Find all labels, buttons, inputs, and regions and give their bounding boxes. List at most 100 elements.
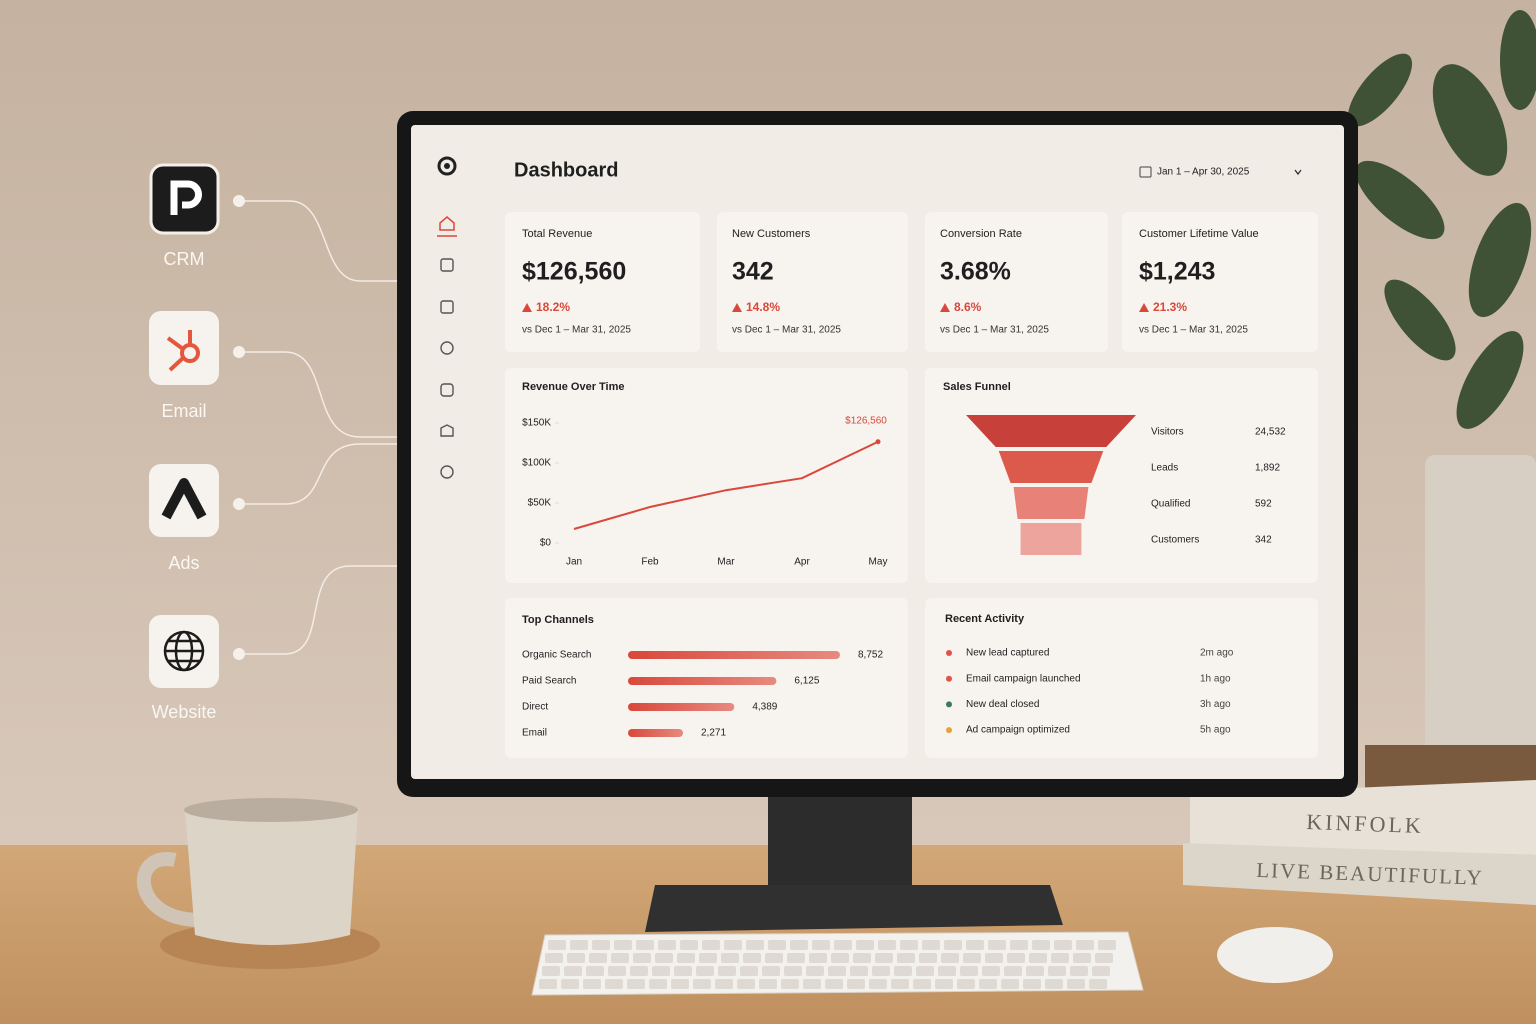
funnel-segment <box>1020 523 1082 555</box>
key <box>944 940 962 950</box>
key <box>768 940 786 950</box>
bar-label: Paid Search <box>522 676 576 687</box>
key <box>630 966 648 976</box>
activity-text: New deal closed <box>966 699 1039 710</box>
key <box>825 979 843 989</box>
key <box>592 940 610 950</box>
key <box>636 940 654 950</box>
status-dot <box>946 727 952 734</box>
funnel-value: 342 <box>1255 535 1272 546</box>
kpi-label: Customer Lifetime Value <box>1139 228 1259 240</box>
date-range[interactable]: Jan 1 – Apr 30, 2025 <box>1157 167 1250 178</box>
integration-label: CRM <box>164 249 205 269</box>
key <box>608 966 626 976</box>
funnel-segment <box>966 415 1136 447</box>
key <box>988 940 1006 950</box>
activity-time: 5h ago <box>1200 725 1231 736</box>
integration-label: Ads <box>168 553 199 573</box>
kpi-change: 14.8% <box>746 300 780 314</box>
key <box>743 953 761 963</box>
key <box>1076 940 1094 950</box>
key <box>1010 940 1028 950</box>
key <box>913 979 931 989</box>
key <box>957 979 975 989</box>
key <box>589 953 607 963</box>
key <box>762 966 780 976</box>
funnel-value: 1,892 <box>1255 463 1280 474</box>
kpi-label: New Customers <box>732 228 811 240</box>
kpi-comparison: vs Dec 1 – Mar 31, 2025 <box>940 325 1049 336</box>
funnel-segment <box>1013 487 1089 519</box>
up-arrow <box>522 303 532 312</box>
key <box>561 979 579 989</box>
key <box>966 940 984 950</box>
key <box>627 979 645 989</box>
key <box>869 979 887 989</box>
funnel-segment <box>998 451 1104 483</box>
key <box>740 966 758 976</box>
key <box>1045 979 1063 989</box>
key <box>680 940 698 950</box>
value-label: 4,389 <box>752 702 777 713</box>
kpi-comparison: vs Dec 1 – Mar 31, 2025 <box>732 325 841 336</box>
funnel-label: Customers <box>1151 535 1199 546</box>
chart-title: Top Channels <box>522 614 594 626</box>
key <box>1004 966 1022 976</box>
key <box>900 940 918 950</box>
x-tick-label: Feb <box>641 557 659 568</box>
key <box>1051 953 1069 963</box>
key <box>1073 953 1091 963</box>
key <box>570 940 588 950</box>
key <box>1095 953 1113 963</box>
key <box>1007 953 1025 963</box>
key <box>985 953 1003 963</box>
y-tick-label: $150K <box>522 418 551 429</box>
x-tick-label: Jan <box>566 557 582 568</box>
key <box>784 966 802 976</box>
funnel-label: Leads <box>1151 463 1178 474</box>
key <box>809 953 827 963</box>
key <box>806 966 824 976</box>
key <box>1023 979 1041 989</box>
point <box>875 439 881 445</box>
book-title: KINFOLK <box>1306 809 1424 838</box>
key <box>1054 940 1072 950</box>
key <box>935 979 953 989</box>
date-picker[interactable]: Jan 1 – Apr 30, 2025 <box>1139 166 1302 178</box>
key <box>1089 979 1107 989</box>
key <box>916 966 934 976</box>
key <box>677 953 695 963</box>
key <box>875 953 893 963</box>
key <box>781 979 799 989</box>
x-tick-label: May <box>869 557 888 568</box>
key <box>655 953 673 963</box>
up-arrow <box>732 303 742 312</box>
key <box>1032 940 1050 950</box>
key <box>633 953 651 963</box>
key <box>834 940 852 950</box>
page-title: Dashboard <box>514 159 618 181</box>
kpi-value: $126,560 <box>522 258 626 286</box>
value-label: 6,125 <box>794 676 819 687</box>
kpi-label: Total Revenue <box>522 228 592 240</box>
key <box>702 940 720 950</box>
funnel-label: Visitors <box>1151 427 1184 438</box>
x-tick-label: Mar <box>717 557 735 568</box>
key <box>979 979 997 989</box>
key <box>856 940 874 950</box>
key <box>724 940 742 950</box>
bar-label: Email <box>522 728 547 739</box>
y-tick-label: $100K <box>522 458 551 469</box>
key <box>872 966 890 976</box>
key <box>919 953 937 963</box>
key <box>583 979 601 989</box>
key <box>759 979 777 989</box>
kpi-change: 21.3% <box>1153 300 1187 314</box>
kpi-change: 8.6% <box>954 300 982 314</box>
key <box>658 940 676 950</box>
value-label: 2,271 <box>701 728 726 739</box>
status-dot <box>946 650 952 656</box>
bar <box>628 677 777 685</box>
